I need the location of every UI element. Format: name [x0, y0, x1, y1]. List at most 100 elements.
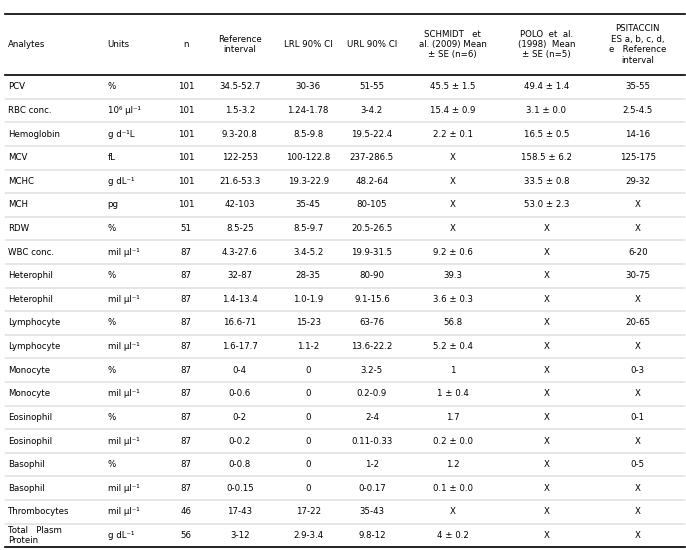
Text: g d⁻¹L: g d⁻¹L [108, 130, 134, 139]
Text: 0-2: 0-2 [233, 413, 247, 422]
Text: 0.11-0.33: 0.11-0.33 [351, 437, 392, 446]
Text: Total   Plasm
Protein: Total Plasm Protein [8, 526, 62, 545]
Text: 101: 101 [178, 130, 194, 139]
Text: 1.6-17.7: 1.6-17.7 [222, 342, 258, 351]
Text: 48.2-64: 48.2-64 [355, 177, 388, 186]
Text: X: X [635, 531, 641, 540]
Text: 4.3-27.6: 4.3-27.6 [222, 248, 258, 257]
Text: Eosinophil: Eosinophil [8, 437, 52, 446]
Text: 0-5: 0-5 [630, 460, 645, 469]
Text: 1 ± 0.4: 1 ± 0.4 [437, 389, 469, 398]
Text: 8.5-9.8: 8.5-9.8 [293, 130, 323, 139]
Text: mil µl⁻¹: mil µl⁻¹ [108, 342, 139, 351]
Text: 3.2-5: 3.2-5 [361, 366, 383, 375]
Text: 0.1 ± 0.0: 0.1 ± 0.0 [433, 484, 473, 493]
Text: 125-175: 125-175 [619, 153, 656, 162]
Text: X: X [450, 153, 456, 162]
Text: 19.9-31.5: 19.9-31.5 [351, 248, 392, 257]
Text: MCH: MCH [8, 200, 28, 210]
Text: 21.6-53.3: 21.6-53.3 [220, 177, 261, 186]
Text: RBC conc.: RBC conc. [8, 106, 51, 115]
Text: g dL⁻¹: g dL⁻¹ [108, 531, 134, 540]
Text: Lymphocyte: Lymphocyte [8, 318, 60, 327]
Text: 0: 0 [305, 460, 311, 469]
Text: %: % [108, 224, 116, 233]
Text: 15-23: 15-23 [296, 318, 321, 327]
Text: 5.2 ± 0.4: 5.2 ± 0.4 [433, 342, 473, 351]
Text: RDW: RDW [8, 224, 29, 233]
Text: 17-43: 17-43 [227, 507, 252, 516]
Text: 3.6 ± 0.3: 3.6 ± 0.3 [433, 295, 473, 304]
Text: X: X [450, 200, 456, 210]
Text: 19.3-22.9: 19.3-22.9 [287, 177, 329, 186]
Text: %: % [108, 460, 116, 469]
Text: 8.5-25: 8.5-25 [226, 224, 254, 233]
Text: 30-36: 30-36 [296, 82, 321, 91]
Text: 19.5-22.4: 19.5-22.4 [351, 130, 392, 139]
Text: 0-4: 0-4 [233, 366, 247, 375]
Text: 3.4-5.2: 3.4-5.2 [293, 248, 323, 257]
Text: 87: 87 [180, 437, 191, 446]
Text: X: X [543, 295, 549, 304]
Text: 101: 101 [178, 82, 194, 91]
Text: X: X [635, 200, 641, 210]
Text: Units: Units [108, 40, 130, 49]
Text: 101: 101 [178, 153, 194, 162]
Text: 0-0.15: 0-0.15 [226, 484, 254, 493]
Text: 87: 87 [180, 318, 191, 327]
Text: mil µl⁻¹: mil µl⁻¹ [108, 507, 139, 516]
Text: 29-32: 29-32 [626, 177, 650, 186]
Text: 87: 87 [180, 342, 191, 351]
Text: 0-3: 0-3 [630, 366, 645, 375]
Text: 1.5-3.2: 1.5-3.2 [225, 106, 255, 115]
Text: X: X [635, 484, 641, 493]
Text: X: X [543, 318, 549, 327]
Text: 9.8-12: 9.8-12 [358, 531, 386, 540]
Text: X: X [635, 295, 641, 304]
Text: 10⁶ µl⁻¹: 10⁶ µl⁻¹ [108, 106, 141, 115]
Text: 1.24-1.78: 1.24-1.78 [287, 106, 329, 115]
Text: Heterophil: Heterophil [8, 271, 53, 280]
Text: 3-12: 3-12 [230, 531, 250, 540]
Text: 1.2: 1.2 [446, 460, 460, 469]
Text: 17-22: 17-22 [296, 507, 321, 516]
Text: X: X [543, 531, 549, 540]
Text: X: X [543, 413, 549, 422]
Text: Reference
interval: Reference interval [218, 35, 262, 54]
Text: 0-0.6: 0-0.6 [228, 389, 251, 398]
Text: 0-0.17: 0-0.17 [358, 484, 386, 493]
Text: Basophil: Basophil [8, 460, 45, 469]
Text: 0-0.2: 0-0.2 [228, 437, 251, 446]
Text: 1.0-1.9: 1.0-1.9 [293, 295, 323, 304]
Text: 51: 51 [180, 224, 191, 233]
Text: 33.5 ± 0.8: 33.5 ± 0.8 [523, 177, 569, 186]
Text: g dL⁻¹: g dL⁻¹ [108, 177, 134, 186]
Text: X: X [543, 437, 549, 446]
Text: 8.5-9.7: 8.5-9.7 [293, 224, 323, 233]
Text: 4 ± 0.2: 4 ± 0.2 [437, 531, 469, 540]
Text: 3-4.2: 3-4.2 [361, 106, 383, 115]
Text: 87: 87 [180, 389, 191, 398]
Text: 80-90: 80-90 [359, 271, 384, 280]
Text: 100-122.8: 100-122.8 [286, 153, 331, 162]
Text: 16.5 ± 0.5: 16.5 ± 0.5 [523, 130, 569, 139]
Text: 39.3: 39.3 [443, 271, 462, 280]
Text: 0: 0 [305, 366, 311, 375]
Text: 0.2 ± 0.0: 0.2 ± 0.0 [433, 437, 473, 446]
Text: 0: 0 [305, 413, 311, 422]
Text: URL 90% CI: URL 90% CI [347, 40, 397, 49]
Text: X: X [450, 224, 456, 233]
Text: 2.2 ± 0.1: 2.2 ± 0.1 [433, 130, 473, 139]
Text: Hemoglobin: Hemoglobin [8, 130, 60, 139]
Text: %: % [108, 82, 116, 91]
Text: mil µl⁻¹: mil µl⁻¹ [108, 484, 139, 493]
Text: X: X [543, 389, 549, 398]
Text: 87: 87 [180, 413, 191, 422]
Text: X: X [543, 271, 549, 280]
Text: 15.4 ± 0.9: 15.4 ± 0.9 [430, 106, 475, 115]
Text: MCHC: MCHC [8, 177, 34, 186]
Text: 87: 87 [180, 248, 191, 257]
Text: 9.1-15.6: 9.1-15.6 [354, 295, 390, 304]
Text: 46: 46 [180, 507, 191, 516]
Text: 1: 1 [450, 366, 456, 375]
